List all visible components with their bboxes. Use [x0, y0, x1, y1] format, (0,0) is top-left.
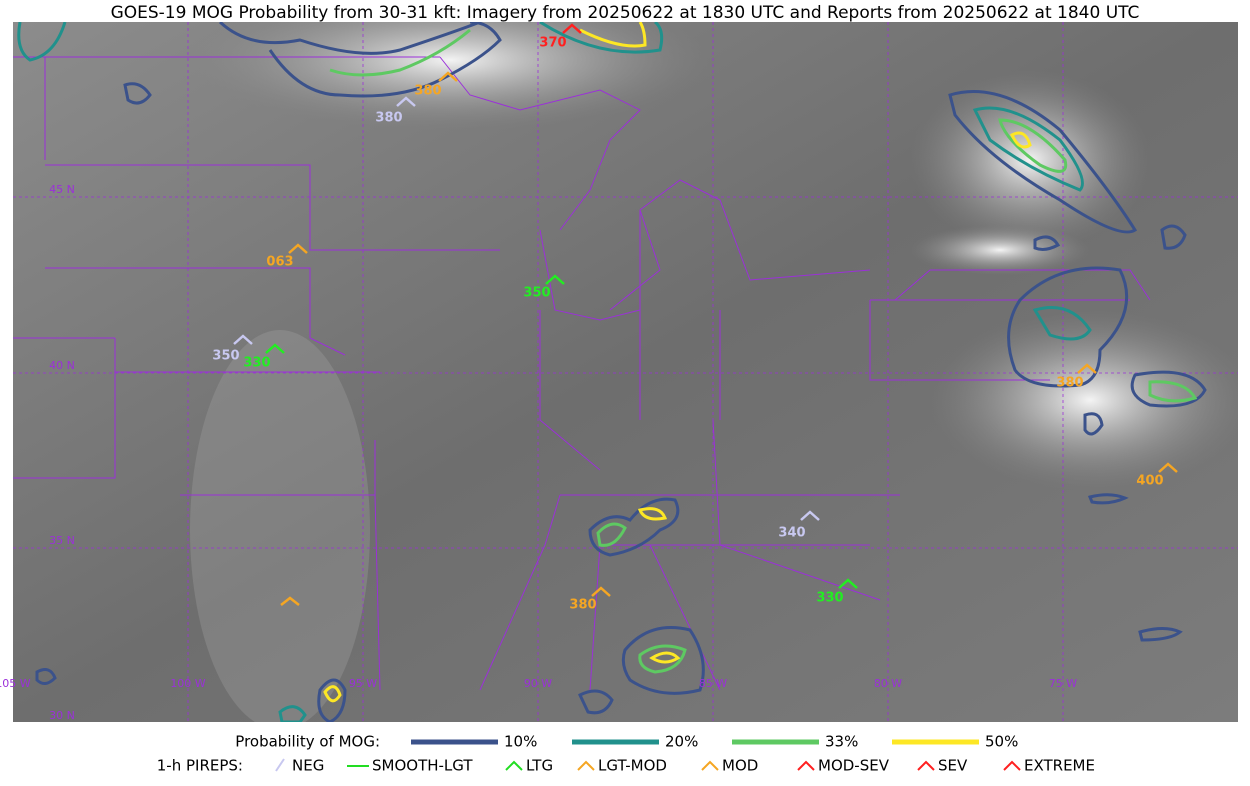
legend-label: 50% — [985, 733, 1018, 751]
legend: Probability of MOG: 10% 20% 33% 50% 1-h PIREP… — [157, 733, 1095, 775]
report-icon — [396, 96, 416, 107]
report-label: 330 — [243, 356, 270, 371]
legend-label: MOD — [722, 757, 758, 775]
cloud — [910, 70, 1150, 250]
report-label: 330 — [816, 591, 843, 606]
lat-label: 45 N — [49, 183, 75, 196]
report-icon — [838, 578, 858, 589]
title: GOES-19 MOG Probability from 30-31 kft: … — [111, 3, 1140, 23]
borders — [13, 56, 1151, 691]
legend-label: SMOOTH-LGT — [372, 757, 473, 775]
legend-label: MOD-SEV — [818, 757, 890, 775]
report-icon — [438, 71, 458, 82]
report-icon — [1077, 363, 1097, 374]
report-label: 380 — [569, 598, 596, 613]
legend-swatch — [275, 758, 285, 772]
report-label: 350 — [212, 349, 239, 364]
legend-swatch — [505, 760, 523, 771]
lat-label: 40 N — [49, 359, 75, 372]
report-label: 380 — [375, 111, 402, 126]
report-label: 350 — [523, 286, 550, 301]
cloud — [190, 330, 370, 722]
lon-label: 85 W — [699, 677, 727, 690]
report-label: 370 — [539, 36, 566, 51]
legend-label: 20% — [665, 733, 698, 751]
report-label: 380 — [414, 84, 441, 99]
labels: 45 N 40 N 35 N 30 N 105 W 100 W 95 W 90 W 85 W 80… — [0, 23, 1178, 722]
map — [13, 22, 1238, 722]
legend-label: SEV — [938, 757, 968, 775]
legend-title: 1-h PIREPS: — [157, 757, 243, 775]
report-icon — [288, 243, 308, 254]
graticule — [13, 22, 1238, 722]
report-icon — [265, 343, 285, 354]
report-label: 063 — [266, 255, 293, 270]
report-icon — [800, 510, 820, 521]
legend-label: EXTREME — [1024, 757, 1095, 775]
report-icon — [280, 596, 300, 606]
report-label: 380 — [1056, 376, 1083, 391]
legend-swatch — [701, 760, 719, 771]
lat-label: 35 N — [49, 534, 75, 547]
report-label: 400 — [1136, 474, 1163, 489]
legend-label: LGT-MOD — [598, 757, 667, 775]
legend-swatch — [577, 760, 595, 771]
legend-swatch — [1003, 760, 1021, 771]
legend-label: 10% — [504, 733, 537, 751]
report-icon — [562, 23, 582, 34]
cloud — [930, 310, 1238, 490]
lon-label: 75 W — [1049, 677, 1077, 690]
lon-label: 105 W — [0, 677, 31, 690]
report-label: 340 — [778, 526, 805, 541]
legend-label: 33% — [825, 733, 858, 751]
legend-swatch — [797, 760, 815, 771]
lon-label: 90 W — [524, 677, 552, 690]
report-icon — [233, 334, 253, 345]
legend-label: LTG — [526, 757, 553, 775]
report-icon — [591, 586, 611, 597]
legend-title: Probability of MOG: — [235, 733, 380, 751]
mog-contours — [17, 22, 1207, 722]
report-icon — [545, 274, 565, 285]
lon-label: 100 W — [170, 677, 205, 690]
lon-label: 80 W — [874, 677, 902, 690]
lon-label: 95 W — [349, 677, 377, 690]
report-icon — [1158, 462, 1178, 473]
lat-label: 30 N — [49, 709, 75, 722]
legend-label: NEG — [292, 757, 324, 775]
legend-swatch — [917, 760, 935, 771]
